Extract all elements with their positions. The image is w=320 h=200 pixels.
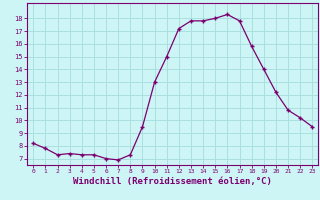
X-axis label: Windchill (Refroidissement éolien,°C): Windchill (Refroidissement éolien,°C) xyxy=(73,177,272,186)
